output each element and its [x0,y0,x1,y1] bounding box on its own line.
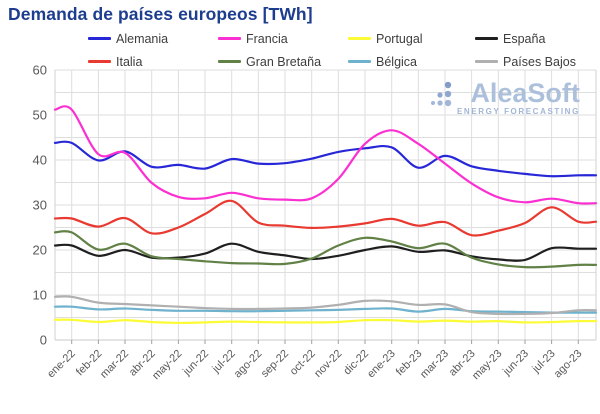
legend-label: Gran Bretaña [246,54,322,69]
x-axis-label: may-23 [470,348,504,382]
legend-label: Países Bajos [503,54,576,69]
legend-swatch [348,37,371,40]
x-axis-label: ago-23 [552,348,585,381]
legend-label: Bélgica [376,54,417,69]
x-axis-label: jun-22 [180,348,211,379]
series-line-gran-bretaña [53,230,598,269]
legend-item-4: España [475,31,576,46]
y-axis-label: 40 [33,153,47,168]
legend-item-5: Italia [88,54,218,69]
x-axis-label: jun-23 [500,348,531,379]
legend: Alemania Francia Portugal España Italia Gran … [88,31,576,69]
y-axis-label: 30 [33,198,47,213]
legend-label: España [503,31,546,46]
legend-label: Alemania [116,31,169,46]
y-axis-label: 60 [33,63,47,78]
x-axis-label: ene-23 [365,348,398,381]
x-axis-label: ago-22 [232,348,265,381]
series-line-españa [53,242,598,262]
legend-item-2: Francia [218,31,348,46]
x-axis-label: mar-23 [418,348,451,381]
legend-item-6: Gran Bretaña [218,54,348,69]
series-line-italia [53,199,598,237]
x-axis-label: nov-22 [312,348,344,380]
legend-item-7: Bélgica [348,54,475,69]
legend-swatch [475,37,498,40]
legend-swatch [348,60,371,63]
legend-item-1: Alemania [88,31,218,46]
legend-label: Italia [116,54,143,69]
series-line-portugal [53,318,598,325]
legend-label: Francia [246,31,288,46]
x-axis-label: sep-22 [259,348,291,380]
y-axis-label: 10 [33,288,47,303]
series-line-países-bajos [53,295,598,316]
x-axis-label: mar-22 [98,348,131,381]
legend-swatch [218,37,241,40]
legend-swatch [88,37,111,40]
series-line-alemania [53,140,598,178]
legend-item-8: Países Bajos [475,54,576,69]
y-axis-label: 0 [40,333,47,348]
series-line-francia [53,105,598,205]
x-axis-label: may-22 [150,348,184,382]
y-axis-label: 20 [33,243,47,258]
y-axis-label: 50 [33,108,47,123]
legend-swatch [88,60,111,63]
legend-swatch [218,60,241,63]
x-axis-label: ene-22 [45,348,78,381]
legend-label: Portugal [376,31,423,46]
chart-title: Demanda de países europeos [TWh] [8,4,313,24]
legend-item-3: Portugal [348,31,475,46]
legend-swatch [475,60,498,63]
series-line-bélgica [53,305,598,314]
